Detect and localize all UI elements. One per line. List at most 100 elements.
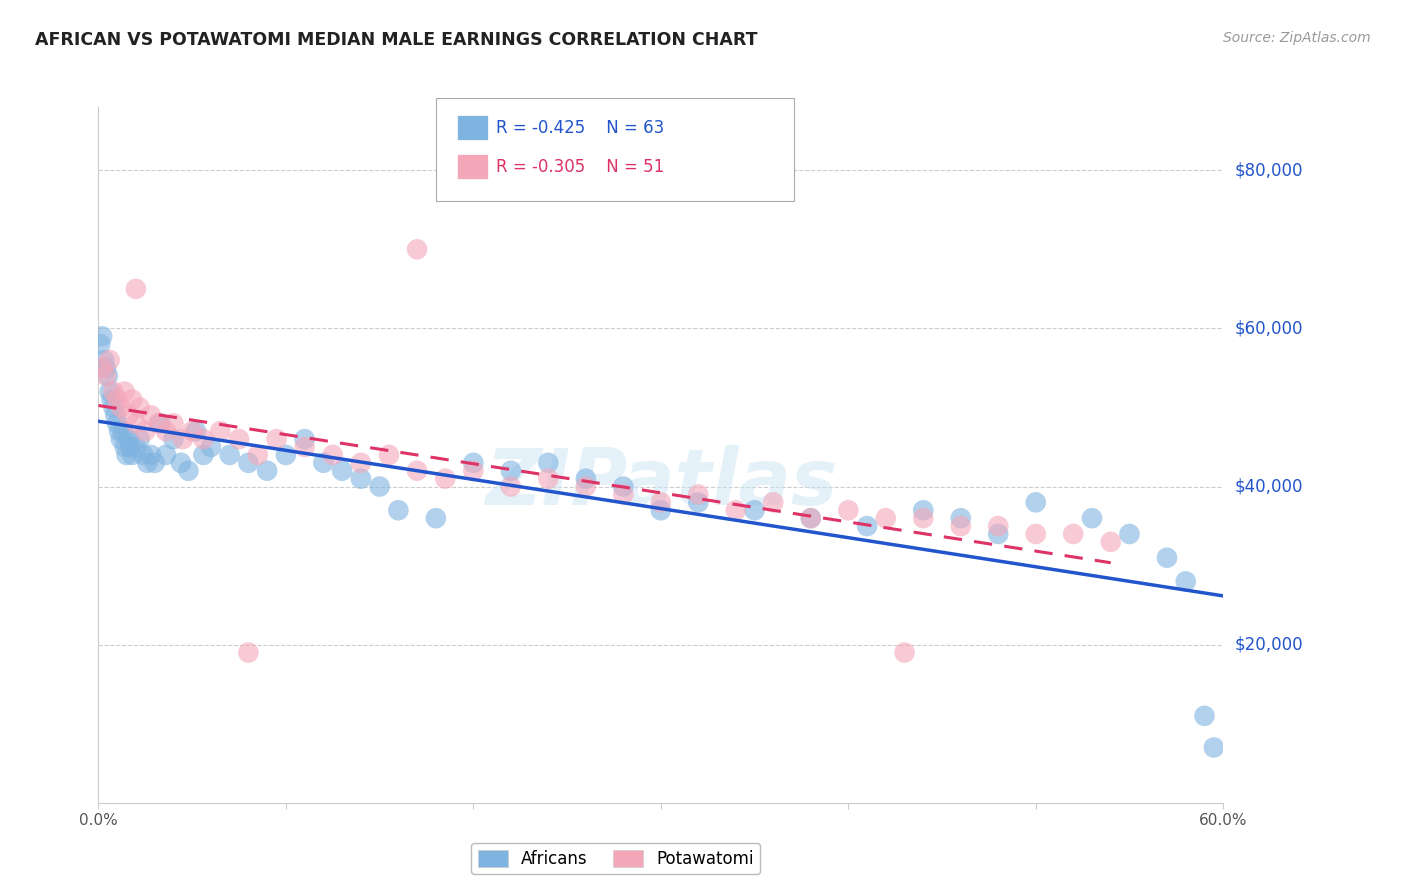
Point	[184, 424, 207, 438]
Point	[1025, 527, 1047, 541]
Point	[406, 464, 429, 478]
Point	[121, 392, 143, 407]
Text: Source: ZipAtlas.com: Source: ZipAtlas.com	[1223, 31, 1371, 45]
Point	[94, 368, 117, 383]
Point	[105, 417, 128, 431]
Point	[912, 503, 935, 517]
Point	[177, 464, 200, 478]
Point	[172, 432, 194, 446]
Point	[143, 456, 166, 470]
Point	[125, 440, 148, 454]
Point	[266, 432, 288, 446]
Point	[209, 424, 232, 438]
Point	[537, 472, 560, 486]
Point	[117, 409, 139, 423]
Point	[368, 479, 391, 493]
Point	[837, 503, 859, 517]
Point	[132, 448, 155, 462]
Point	[1062, 527, 1084, 541]
Point	[294, 440, 316, 454]
Point	[128, 432, 150, 446]
Point	[218, 448, 240, 462]
Point	[350, 456, 373, 470]
Point	[987, 519, 1010, 533]
Point	[330, 464, 353, 478]
Point	[744, 503, 766, 517]
Point	[1081, 511, 1104, 525]
Point	[724, 503, 747, 517]
Point	[114, 440, 136, 454]
Point	[200, 440, 222, 454]
Point	[91, 361, 114, 376]
Point	[1118, 527, 1140, 541]
Point	[537, 456, 560, 470]
Point	[181, 424, 204, 438]
Point	[100, 392, 122, 407]
Point	[575, 472, 598, 486]
Point	[155, 424, 177, 438]
Point	[893, 646, 915, 660]
Text: $20,000: $20,000	[1234, 636, 1303, 654]
Point	[499, 464, 522, 478]
Point	[762, 495, 785, 509]
Point	[875, 511, 897, 525]
Point	[856, 519, 879, 533]
Point	[115, 448, 138, 462]
Point	[499, 479, 522, 493]
Text: ZIPatlas: ZIPatlas	[485, 445, 837, 521]
Point	[139, 409, 162, 423]
Point	[148, 417, 170, 431]
Point	[238, 646, 260, 660]
Point	[139, 448, 162, 462]
Point	[238, 456, 260, 470]
Text: AFRICAN VS POTAWATOMI MEDIAN MALE EARNINGS CORRELATION CHART: AFRICAN VS POTAWATOMI MEDIAN MALE EARNIN…	[35, 31, 758, 49]
Text: $80,000: $80,000	[1234, 161, 1303, 179]
Point	[97, 368, 120, 383]
Point	[434, 472, 457, 486]
Point	[121, 448, 143, 462]
Point	[1202, 740, 1225, 755]
Point	[125, 282, 148, 296]
Point	[1194, 708, 1216, 723]
Point	[134, 424, 156, 438]
Point	[350, 472, 373, 486]
Point	[117, 432, 139, 446]
Point	[89, 337, 111, 351]
Text: R = -0.305    N = 51: R = -0.305 N = 51	[496, 158, 665, 176]
Point	[111, 424, 134, 438]
Point	[256, 464, 278, 478]
Point	[162, 432, 184, 446]
Point	[612, 479, 634, 493]
Point	[91, 329, 114, 343]
Point	[800, 511, 823, 525]
Point	[575, 479, 598, 493]
Point	[912, 511, 935, 525]
Point	[228, 432, 250, 446]
Point	[128, 401, 150, 415]
Point	[98, 384, 121, 399]
Point	[987, 527, 1010, 541]
Point	[120, 440, 142, 454]
Point	[322, 448, 344, 462]
Point	[406, 243, 429, 257]
Point	[688, 495, 710, 509]
Point	[193, 432, 215, 446]
Point	[312, 456, 335, 470]
Point	[170, 456, 193, 470]
Point	[114, 384, 136, 399]
Point	[125, 417, 148, 431]
Point	[246, 448, 269, 462]
Point	[1099, 535, 1122, 549]
Point	[94, 361, 117, 376]
Point	[650, 503, 672, 517]
Point	[949, 519, 972, 533]
Point	[294, 432, 316, 446]
Point	[110, 401, 132, 415]
Text: $40,000: $40,000	[1234, 477, 1303, 496]
Point	[1156, 550, 1178, 565]
Point	[98, 353, 121, 368]
Point	[949, 511, 972, 525]
Point	[1025, 495, 1047, 509]
Point	[110, 432, 132, 446]
Legend: Africans, Potawatomi: Africans, Potawatomi	[471, 843, 761, 874]
